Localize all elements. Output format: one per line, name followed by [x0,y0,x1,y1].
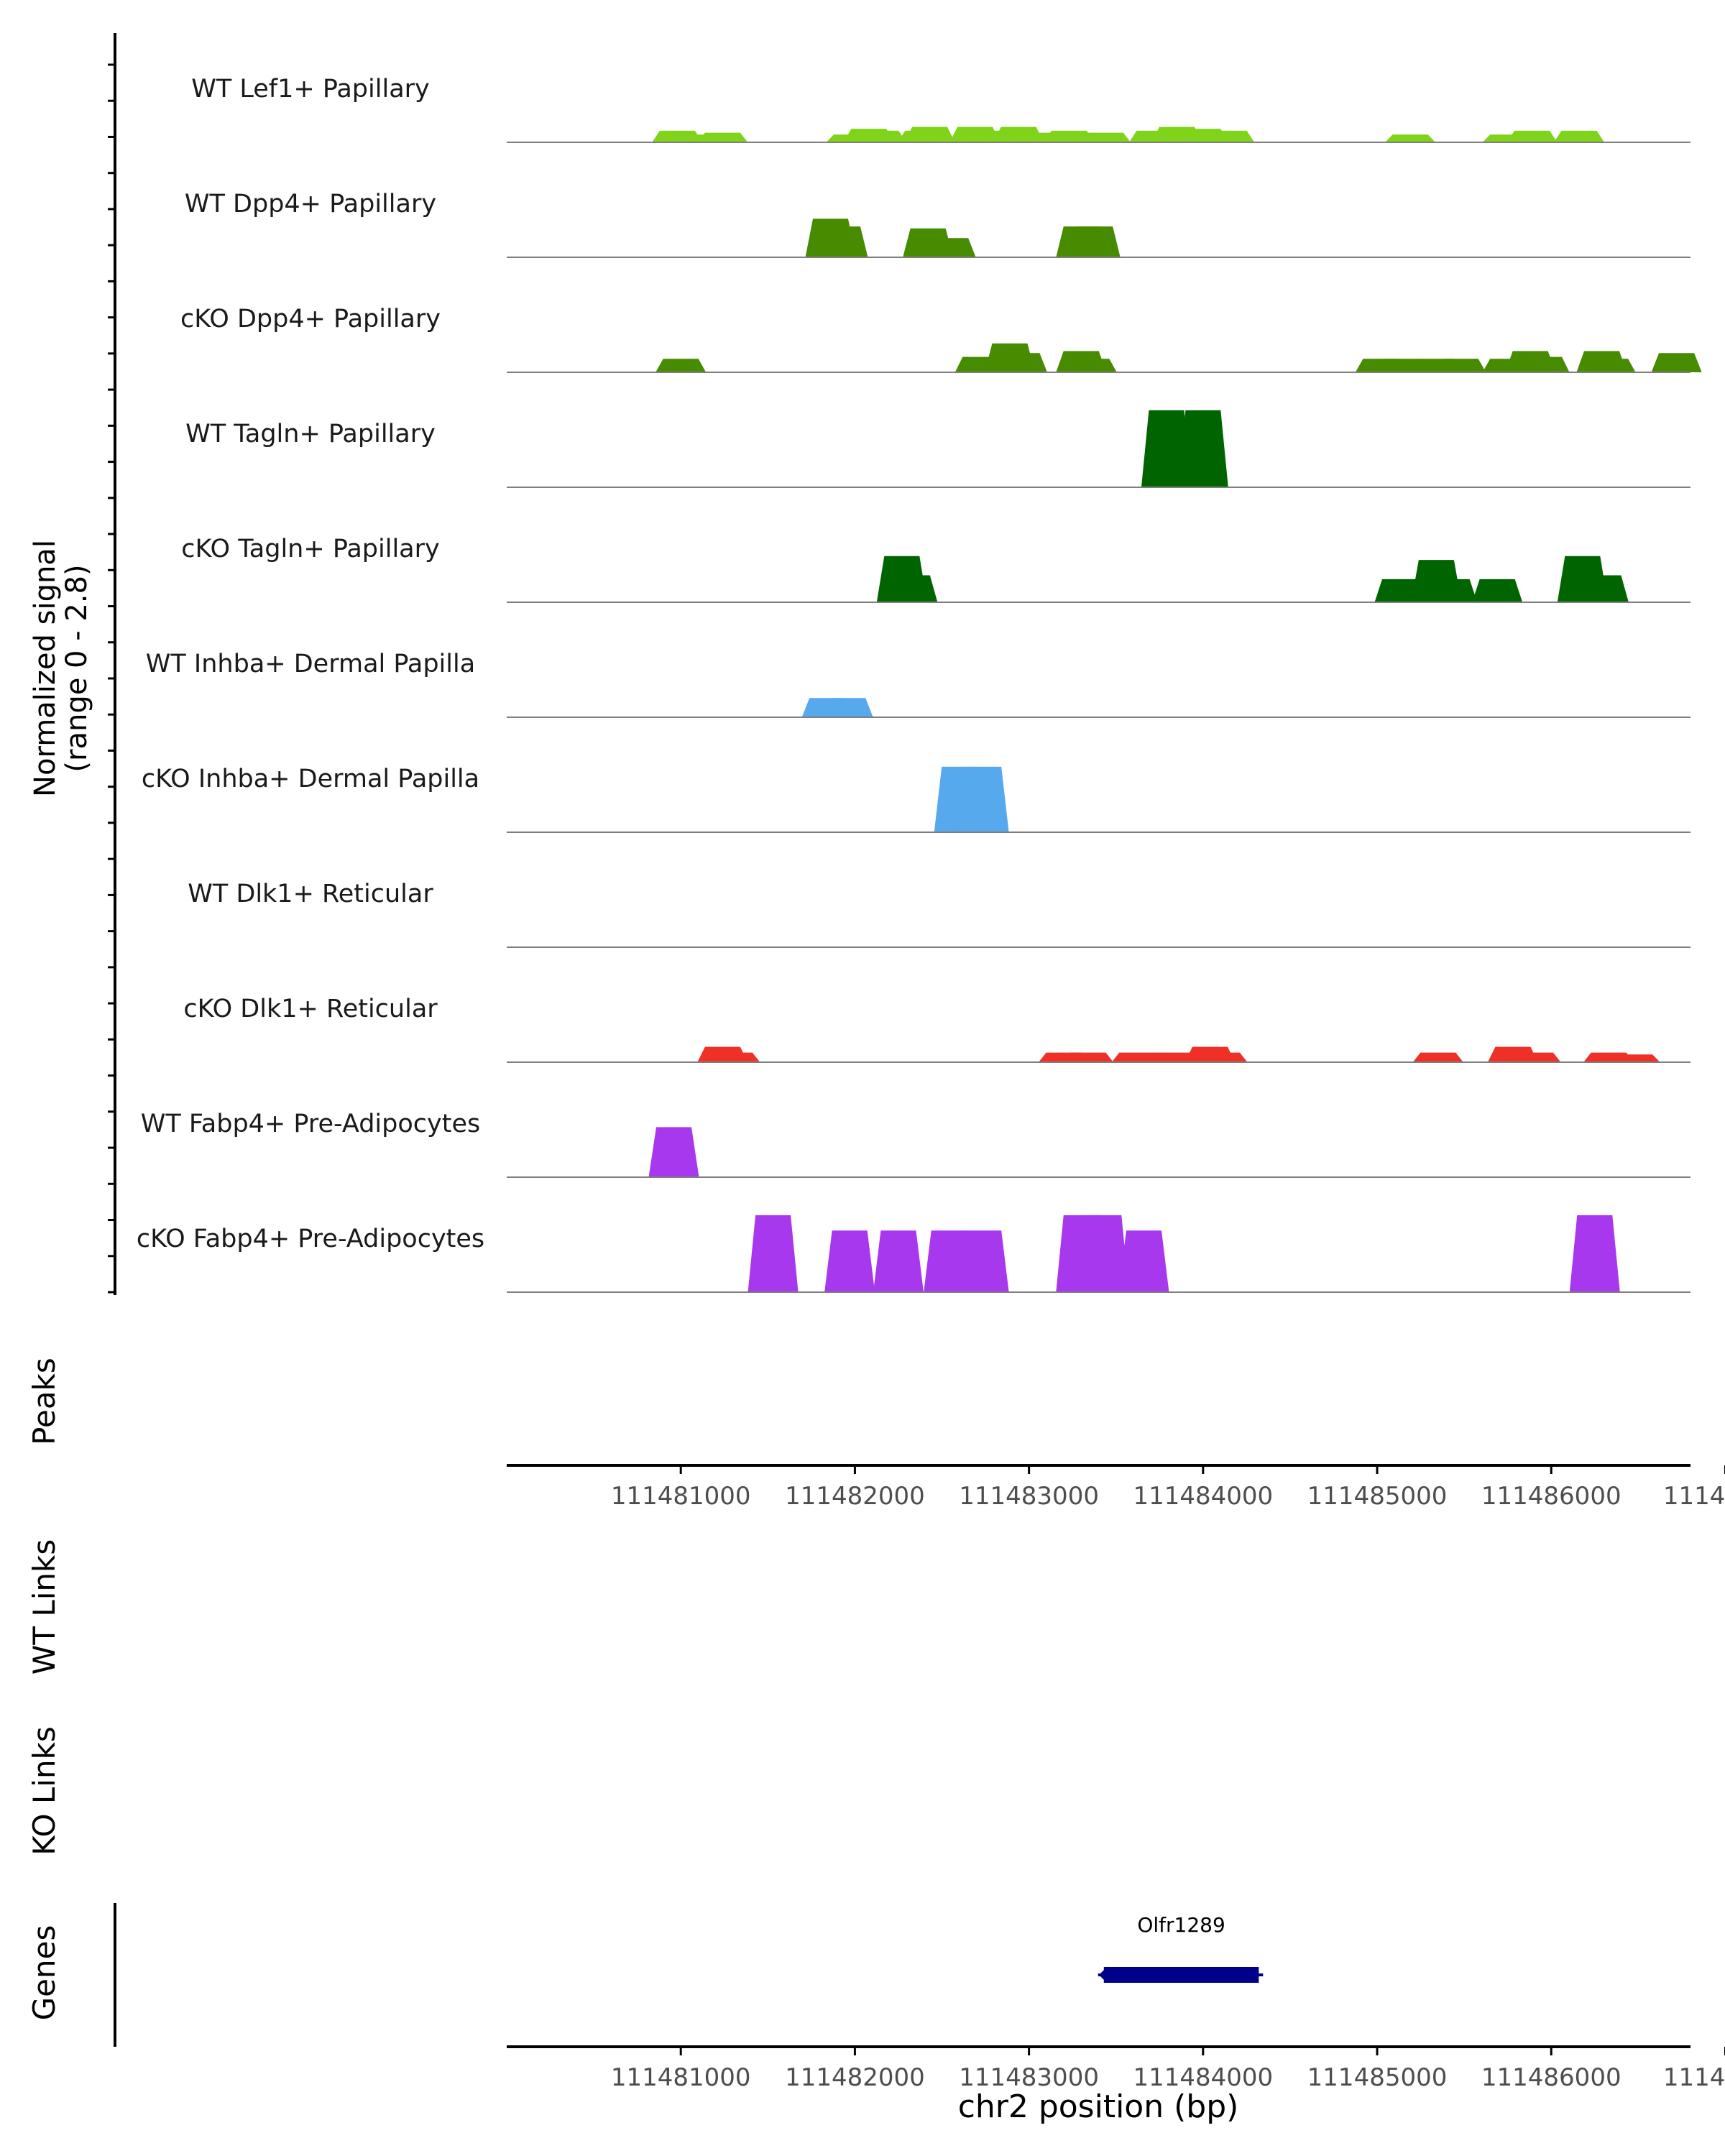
signal-peak [1553,130,1604,142]
track: cKO Dpp4+ Papillary [180,305,1702,373]
x-tick-label: 111486000 [1481,2063,1622,2092]
signal-peak [1472,579,1523,602]
track: WT Tagln+ Papillary [185,410,1690,488]
track: cKO Fabp4+ Pre-Adipocytes [137,1215,1690,1293]
signal-peak [1435,359,1486,372]
signal-peak [855,130,906,142]
track-label: WT Dlk1+ Reticular [188,880,433,908]
x-axis-label: chr2 position (bp) [958,2088,1239,2125]
track: WT Lef1+ Papillary [191,75,1690,143]
coverage-tracks: WT Lef1+ Papillary WT Dpp4+ Papillary cKO … [137,75,1702,1984]
signal-peak [1062,1052,1113,1062]
track-label: WT Lef1+ Papillary [191,75,430,103]
signal-peak [958,766,1009,832]
track-label: cKO Fabp4+ Pre-Adipocytes [137,1225,484,1253]
y-axis-label-line1: Normalized signal [29,540,62,797]
track: cKO Tagln+ Papillary [181,535,1690,603]
track: cKO Inhba+ Dermal Papilla [142,765,1690,833]
x-tick-label: 111484000 [1133,1482,1273,1511]
signal-peak [887,575,938,602]
x-tick-label: 11148700 [1663,1482,1725,1511]
signal-peak [1385,134,1436,142]
signal-peak [1569,1215,1620,1292]
signal-peak [824,1230,875,1292]
y-axis-label-line2: (range 0 - 2.8) [60,564,93,772]
signal-peak [1506,130,1558,142]
x-tick-label: 111483000 [959,1482,1099,1511]
genes-track-label: Genes [27,1925,62,2021]
x-tick-label: 111486000 [1481,1482,1622,1511]
track-label: cKO Dpp4+ Papillary [180,305,441,333]
track-label: cKO Dlk1+ Reticular [183,995,438,1023]
strand-arrow-icon [1098,1966,1110,1984]
signal-peak [925,238,976,257]
track: WT Inhba+ Dermal Papilla [146,650,1690,718]
track-label: WT Dpp4+ Papillary [185,190,436,218]
signal-peak [1080,132,1131,142]
x-tick-label: 111483000 [959,2063,1099,2092]
signal-peak [873,1230,924,1292]
x-tick-label: 111481000 [611,1482,751,1511]
peaks-track-label: Peaks [27,1358,62,1445]
track-label: WT Inhba+ Dermal Papilla [146,650,475,678]
x-tick-label: 111484000 [1133,2063,1273,2092]
signal-peak [1651,353,1702,372]
signal-peak [1204,130,1255,142]
signal-peak [996,353,1047,372]
signal-peak [904,126,955,142]
x-tick-label: 111485000 [1307,1482,1448,1511]
signal-peak [1141,410,1192,487]
track-label: cKO Inhba+ Dermal Papilla [142,765,479,793]
signal-peak [709,1052,760,1062]
signal-peak [748,1215,799,1292]
signal-peak [1146,1052,1197,1062]
track: WT Dpp4+ Papillary [185,190,1690,258]
track: cKO Dlk1+ Reticular [183,995,1690,1063]
signal-peak [822,698,873,717]
signal-peak [656,359,707,372]
signal-peak [817,226,868,257]
axes: 111481000 111482000 111483000 111484000 1114… [108,33,1725,2092]
signal-peak [1197,1052,1248,1062]
signal-peak [1519,356,1570,372]
track-label: WT Tagln+ Papillary [185,420,436,448]
gene-label: Olfr1289 [1137,1913,1225,1937]
x-tick-label: 11148700 [1663,2063,1725,2092]
track: WT Fabp4+ Pre-Adipocytes [141,1110,1690,1178]
ko-links-track-label: KO Links [27,1726,62,1856]
signal-peak [1585,359,1636,372]
x-tick-label: 111481000 [611,2063,751,2092]
track-label: cKO Tagln+ Papillary [181,535,440,563]
x-tick-label: 111482000 [785,2063,925,2092]
signal-peak [1578,575,1629,602]
signal-peak [1412,1052,1463,1062]
track: WT Dlk1+ Reticular [188,880,1690,948]
gene-model: Olfr1289 [1098,1913,1264,1984]
signal-peak [1177,410,1228,487]
x-tick-label: 111482000 [785,1482,925,1511]
signal-peak [1118,1230,1169,1292]
signal-peak [1078,1215,1129,1292]
signal-peak [648,1127,699,1177]
signal-peak [1070,226,1121,257]
signal-peak [697,132,748,142]
signal-peak [1066,359,1117,372]
wt-links-track-label: WT Links [27,1539,62,1674]
signal-peak [1609,1054,1660,1062]
signal-peak [1044,130,1095,142]
signal-peak [958,1230,1009,1292]
signal-peak [1427,579,1478,602]
x-tick-label: 111485000 [1307,2063,1448,2092]
track-label: WT Fabp4+ Pre-Adipocytes [141,1110,480,1138]
signal-peak [1510,1052,1561,1062]
